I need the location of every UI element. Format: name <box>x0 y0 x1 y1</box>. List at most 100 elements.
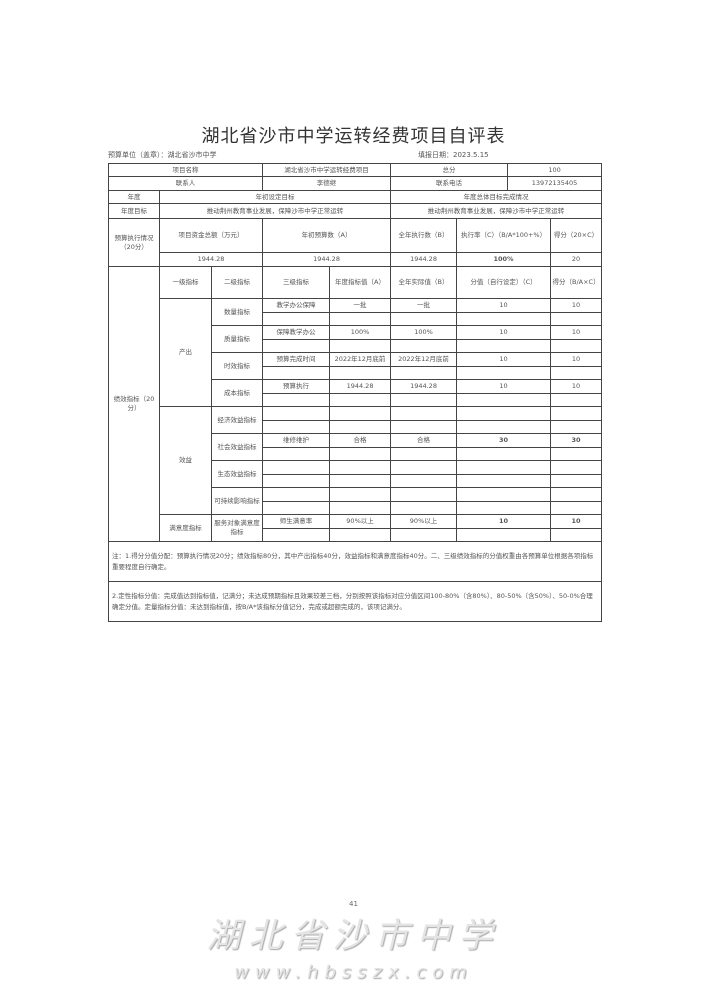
indicator-header: 全年实际值（B） <box>390 266 458 299</box>
level3-indicator <box>262 311 331 326</box>
target-value <box>329 406 392 421</box>
score-weight <box>456 473 552 488</box>
actual-value <box>390 446 458 461</box>
actual-value <box>390 487 458 502</box>
project-name-label: 项目名称 <box>107 163 264 177</box>
target-value <box>329 338 392 353</box>
score: 30 <box>550 433 603 448</box>
total-score: 100 <box>507 163 603 177</box>
target-value <box>329 487 392 502</box>
level3-indicator: 保障教学办公 <box>262 325 331 340</box>
fill-date: 填报日期：2023.5.15 <box>418 151 489 159</box>
annual-completion: 推动荆州教育事业发展，保障沙市中学正常运转 <box>390 203 603 219</box>
level2-indicator: 经济效益指标 <box>210 406 264 434</box>
indicator-row: 产出 数量指标 教学办公保障 一批 一批 10 10 <box>109 298 603 407</box>
level2-indicator: 成本指标 <box>210 379 264 407</box>
phone-label: 联系电话 <box>390 176 509 191</box>
budget-value: 100% <box>456 252 552 267</box>
level2-indicator: 服务对象满意度指标 <box>210 514 264 542</box>
annual-goal: 推动荆州教育事业发展，保障沙市中学正常运转 <box>158 203 392 219</box>
indicator-row: 时效指标 预算完成时间 2022年12月底前 2022年12月底前 10 10 <box>109 352 603 380</box>
year-label: 年度 <box>108 190 160 204</box>
note-row: 注：1.得分分值分配：预算执行情况20分；绩效指标80分，其中产出指标40分，效… <box>107 541 603 582</box>
score: 10 <box>550 514 603 529</box>
actual-value <box>390 473 458 488</box>
indicator-row: 成本指标 预算执行 1944.28 1944.28 10 10 <box>109 379 603 407</box>
level3-indicator <box>262 473 331 488</box>
evaluation-table: 项目名称 湖北省沙市中学运转经费项目 总分 100 联系人 李德继 联系电话 1… <box>107 163 603 622</box>
indicator-row: 生态效益指标 <box>109 460 603 488</box>
project-name-row: 项目名称 湖北省沙市中学运转经费项目 总分 100 <box>107 163 603 177</box>
budget-header: 得分（20×C） <box>550 218 603 253</box>
target-value: 一批 <box>329 298 392 313</box>
indicator-header: 年度指标值（A） <box>329 266 392 299</box>
level2-indicator: 时效指标 <box>210 352 264 380</box>
level3-indicator: 教学办公保障 <box>262 298 331 313</box>
indicator-row: 社会效益指标 维修维护 合格 合格 30 30 <box>109 433 603 461</box>
budget-header-row: 预算执行情况（20分） 项目资金总额（万元） 年初预算数（A） 全年执行数（B）… <box>108 218 603 267</box>
annual-goal-row: 年度目标 推动荆州教育事业发展，保障沙市中学正常运转 推动荆州教育事业发展，保障… <box>108 203 603 219</box>
indicator-row: 满意度指标 服务对象满意度指标 师生满意率 90%以上 90%以上 10 10 <box>109 514 603 542</box>
score <box>550 473 603 488</box>
annual-goal-label: 年度目标 <box>108 203 160 219</box>
watermark-url: www.hbsszx.com <box>234 962 473 983</box>
budget-value: 1944.28 <box>390 252 458 267</box>
level1-indicator: 效益 <box>159 406 212 515</box>
level2-indicator: 可持续影响指标 <box>210 487 264 515</box>
target-value <box>329 311 392 326</box>
level3-indicator <box>262 406 331 421</box>
level3-indicator <box>262 527 331 542</box>
budget-value: 20 <box>550 252 603 267</box>
document-title: 湖北省沙市中学运转经费项目自评表 <box>201 126 506 147</box>
completion-label: 年度总体目标完成情况 <box>390 190 603 204</box>
level2-indicator: 生态效益指标 <box>210 460 264 488</box>
score-weight: 10 <box>456 514 552 529</box>
year-row: 年度 年初设定目标 年度总体目标完成情况 <box>108 190 603 204</box>
level2-indicator: 质量指标 <box>210 325 264 353</box>
indicator-row <box>109 500 603 515</box>
target-value <box>329 392 392 407</box>
indicator-header-row: 绩效指标（20分） 一级指标 二级指标 三级指标 年度指标值（A） 全年实际值（B） 分值（… <box>108 266 603 542</box>
level3-indicator <box>262 446 331 461</box>
score <box>550 365 603 380</box>
score <box>550 419 603 434</box>
phone: 13972135405 <box>507 176 603 191</box>
watermark-logo: 湖北省沙市中学 <box>206 916 501 956</box>
level3-indicator <box>262 365 331 380</box>
score: 10 <box>550 379 603 394</box>
actual-value: 1944.28 <box>390 379 458 394</box>
score-weight <box>456 406 552 421</box>
score <box>550 460 603 475</box>
note: 2.定性指标分值：完成值达到指标值，记满分；未达成预期指标且效果较差三档，分别按… <box>107 581 603 622</box>
indicator-row <box>109 527 603 542</box>
page-number: 41 <box>349 900 358 908</box>
indicator-header: 得分（B/A×C） <box>550 266 603 299</box>
level3-indicator: 师生满意率 <box>262 514 331 529</box>
score <box>550 527 603 542</box>
target-value: 1944.28 <box>329 379 392 394</box>
score-weight <box>456 419 552 434</box>
score-weight <box>456 311 552 326</box>
level1-indicator: 满意度指标 <box>159 514 212 542</box>
actual-value: 一批 <box>390 298 458 313</box>
indicator-header: 一级指标 <box>159 266 212 299</box>
actual-value <box>390 338 458 353</box>
target-value <box>329 446 392 461</box>
target-value <box>329 500 392 515</box>
level3-indicator <box>262 392 331 407</box>
actual-value <box>390 527 458 542</box>
level3-indicator <box>262 338 331 353</box>
actual-value: 合格 <box>390 433 458 448</box>
note-row: 2.定性指标分值：完成值达到指标值，记满分；未达成预期指标且效果较差三档，分别按… <box>107 581 603 622</box>
level3-indicator <box>262 419 331 434</box>
level2-indicator: 数量指标 <box>210 298 264 326</box>
target-value: 合格 <box>329 433 392 448</box>
actual-value: 100% <box>390 325 458 340</box>
target-value <box>329 460 392 475</box>
score <box>550 392 603 407</box>
level3-indicator <box>262 500 331 515</box>
note: 注：1.得分分值分配：预算执行情况20分；绩效指标80分，其中产出指标40分，效… <box>107 541 603 582</box>
score <box>550 446 603 461</box>
indicators-label: 绩效指标（20分） <box>108 266 160 542</box>
score <box>550 406 603 421</box>
